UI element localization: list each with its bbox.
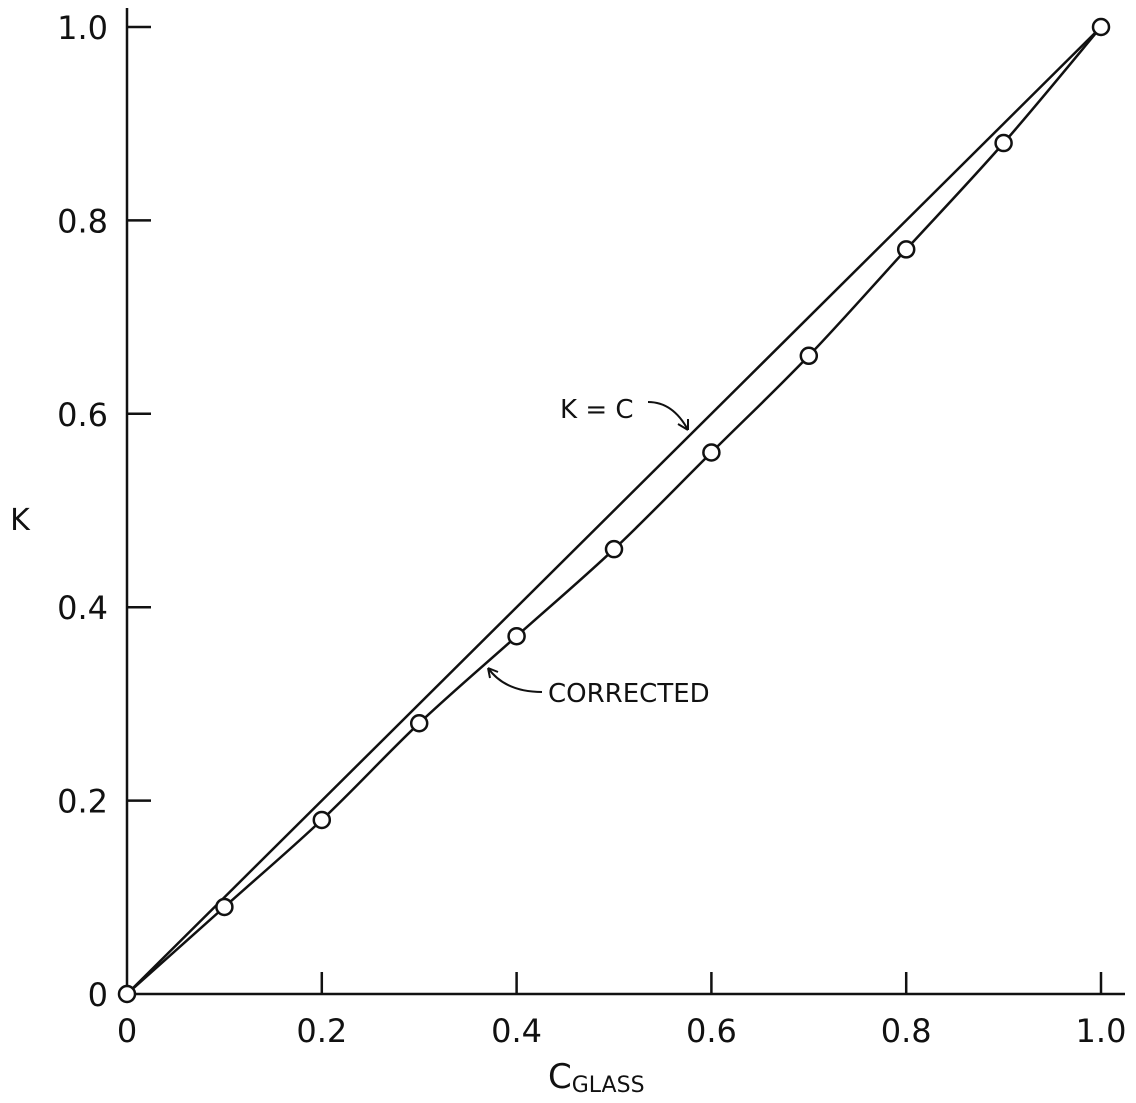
y-tick-label: 0.8	[57, 202, 108, 240]
data-point	[994, 133, 1013, 153]
y-tick-label: 0	[88, 976, 108, 1014]
y-axis-label: K	[10, 503, 31, 538]
data-point	[604, 539, 624, 559]
y-tick-label: 1.0	[57, 9, 108, 47]
annotation-k-equals-c: K = C	[560, 395, 634, 425]
annotation-corrected-arrow	[487, 667, 543, 693]
x-tick-label: 0.8	[881, 1012, 932, 1050]
x-axis-label-subscript: GLASS	[572, 1073, 645, 1098]
x-tick-label: 1.0	[1076, 1012, 1127, 1050]
axes	[125, 8, 1125, 996]
data-point	[507, 626, 526, 646]
x-tick-label: 0.4	[491, 1012, 542, 1050]
data-point	[215, 897, 234, 917]
data-point	[799, 346, 819, 366]
data-point	[1091, 17, 1111, 37]
data-point	[702, 443, 721, 462]
ticks: 0 0.2 0.4 0.6 0.8 1.0 0 0.2 0.4 0.6 0.8 1.0	[57, 9, 1126, 1050]
annotation-corrected: CORRECTED	[548, 679, 710, 709]
annotation-k-equals-c-arrow	[647, 401, 689, 431]
x-axis-label: CGLASS	[548, 1057, 645, 1098]
data-point	[896, 240, 916, 259]
y-tick-label: 0.2	[57, 783, 108, 821]
y-tick-label: 0.6	[57, 396, 108, 434]
y-tick-label: 0.4	[57, 589, 108, 627]
x-tick-label: 0.2	[296, 1012, 347, 1050]
series-line-0	[126, 26, 1102, 995]
series-layer	[126, 26, 1102, 995]
x-tick-label: 0.6	[686, 1012, 737, 1050]
x-axis-label-main: C	[548, 1057, 572, 1097]
markers	[117, 17, 1111, 1004]
data-point	[312, 810, 332, 830]
data-point	[409, 713, 429, 733]
x-tick-label: 0	[117, 1012, 137, 1050]
data-point	[117, 984, 137, 1004]
